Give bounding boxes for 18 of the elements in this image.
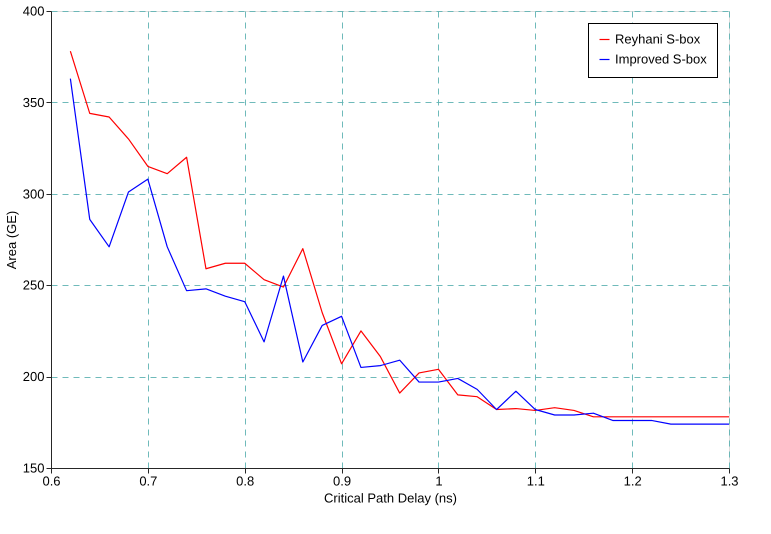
x-tick-label: 1.1 — [526, 474, 545, 488]
x-tick-label: 0.6 — [42, 474, 61, 488]
y-tick-label: 150 — [22, 460, 44, 476]
y-tick-label: 200 — [22, 369, 44, 384]
y-tick-label: 250 — [22, 278, 44, 293]
x-axis-title: Critical Path Delay (ns) — [324, 490, 457, 506]
x-tick-label: 1.2 — [624, 474, 642, 488]
legend-label: Improved S-box — [615, 52, 708, 66]
y-tick-label: 400 — [22, 4, 44, 18]
x-tick-label: 0.9 — [333, 474, 352, 488]
legend-label: Reyhani S-box — [615, 32, 701, 46]
y-tick-label: 350 — [22, 94, 44, 110]
x-tick-label: 1 — [435, 474, 443, 488]
y-tick-label: 300 — [22, 186, 44, 202]
x-tick-label: 0.8 — [236, 474, 254, 488]
y-axis-title: Area (GE) — [4, 210, 19, 270]
x-tick-label: 0.7 — [139, 474, 158, 488]
x-tick-label: 1.3 — [720, 474, 739, 488]
